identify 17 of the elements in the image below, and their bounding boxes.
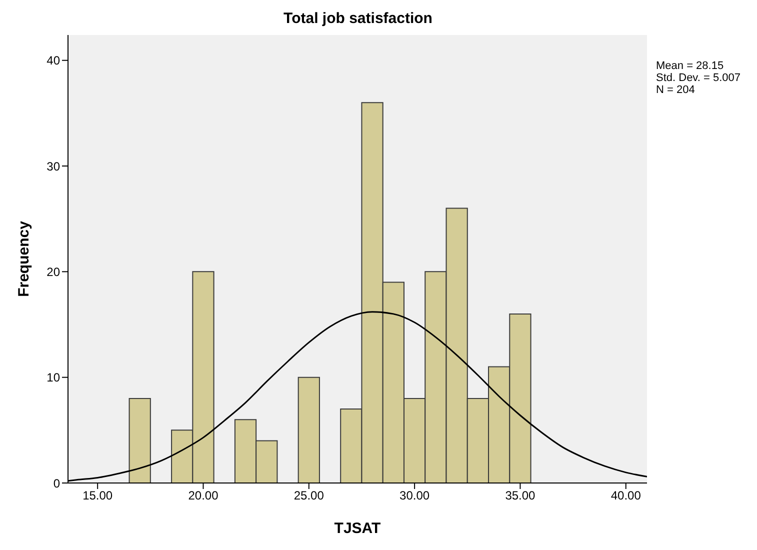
text: Mean = 28.15	[656, 60, 725, 72]
x-axis-title: TJSAT	[334, 520, 381, 537]
y-tick-label: 40	[46, 54, 60, 68]
y-tick-label: 10	[46, 370, 60, 385]
text: Std. Dev. = 5.007	[656, 72, 740, 84]
chart-title: Total job satisfaction	[282, 10, 434, 27]
y-tick-label: 0	[53, 476, 60, 490]
x-tick-label: 25.00	[294, 488, 324, 503]
y-tick-label: 30	[46, 159, 60, 174]
x-tick-label: 30.00	[400, 488, 430, 503]
y-tick-label: 20	[46, 264, 60, 279]
x-tick-label: 15.00	[82, 488, 113, 503]
x-tick-label: 35.00	[505, 488, 536, 503]
x-tick-label: 40.00	[610, 488, 642, 503]
y-axis-title: Frequency	[15, 220, 32, 297]
x-tick-label: 20.00	[188, 488, 219, 503]
text: N = 204	[656, 84, 696, 96]
